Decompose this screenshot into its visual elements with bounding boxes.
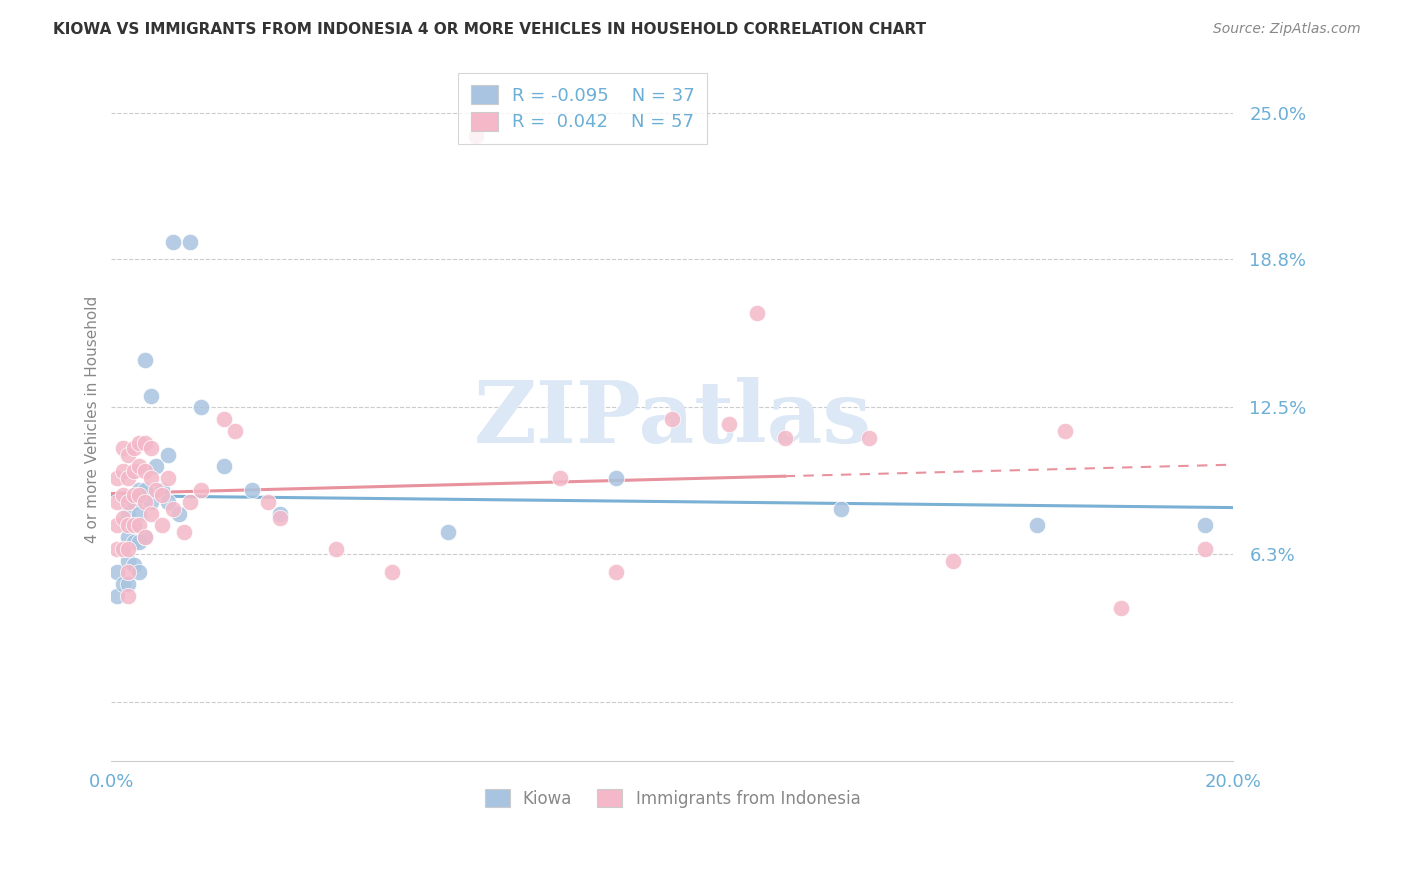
Point	[134, 353, 156, 368]
Point	[190, 401, 212, 415]
Point	[257, 495, 280, 509]
Point	[269, 507, 291, 521]
Text: ZIPatlas: ZIPatlas	[474, 377, 872, 461]
Point	[150, 518, 173, 533]
Point	[156, 471, 179, 485]
Point	[717, 417, 740, 431]
Point	[122, 464, 145, 478]
Point	[134, 464, 156, 478]
Point	[179, 235, 201, 250]
Point	[111, 464, 134, 478]
Point	[381, 566, 404, 580]
Point	[1194, 541, 1216, 556]
Point	[117, 530, 139, 544]
Point	[548, 471, 571, 485]
Point	[605, 566, 627, 580]
Point	[122, 441, 145, 455]
Point	[661, 412, 683, 426]
Point	[167, 507, 190, 521]
Point	[105, 541, 128, 556]
Point	[111, 541, 134, 556]
Point	[117, 518, 139, 533]
Point	[156, 448, 179, 462]
Point	[134, 435, 156, 450]
Point	[128, 507, 150, 521]
Point	[122, 518, 145, 533]
Point	[105, 589, 128, 603]
Point	[139, 389, 162, 403]
Point	[858, 431, 880, 445]
Point	[145, 459, 167, 474]
Point	[128, 435, 150, 450]
Point	[1026, 518, 1049, 533]
Point	[773, 431, 796, 445]
Point	[111, 541, 134, 556]
Point	[173, 525, 195, 540]
Point	[117, 541, 139, 556]
Point	[179, 495, 201, 509]
Point	[105, 518, 128, 533]
Point	[128, 488, 150, 502]
Point	[139, 441, 162, 455]
Point	[942, 554, 965, 568]
Point	[134, 495, 156, 509]
Text: Source: ZipAtlas.com: Source: ZipAtlas.com	[1213, 22, 1361, 37]
Point	[128, 483, 150, 497]
Point	[122, 488, 145, 502]
Point	[1054, 424, 1077, 438]
Point	[117, 577, 139, 591]
Point	[139, 471, 162, 485]
Point	[134, 483, 156, 497]
Point	[122, 495, 145, 509]
Point	[117, 471, 139, 485]
Point	[325, 541, 347, 556]
Point	[117, 554, 139, 568]
Point	[139, 495, 162, 509]
Point	[134, 530, 156, 544]
Point	[128, 459, 150, 474]
Text: KIOWA VS IMMIGRANTS FROM INDONESIA 4 OR MORE VEHICLES IN HOUSEHOLD CORRELATION C: KIOWA VS IMMIGRANTS FROM INDONESIA 4 OR …	[53, 22, 927, 37]
Point	[128, 518, 150, 533]
Point	[269, 511, 291, 525]
Point	[111, 441, 134, 455]
Point	[105, 495, 128, 509]
Y-axis label: 4 or more Vehicles in Household: 4 or more Vehicles in Household	[86, 295, 100, 543]
Point	[117, 507, 139, 521]
Point	[150, 483, 173, 497]
Point	[437, 525, 460, 540]
Point	[134, 530, 156, 544]
Point	[224, 424, 246, 438]
Point	[150, 488, 173, 502]
Point	[139, 507, 162, 521]
Point	[162, 235, 184, 250]
Point	[1194, 518, 1216, 533]
Point	[117, 566, 139, 580]
Point	[145, 483, 167, 497]
Point	[212, 459, 235, 474]
Legend: Kiowa, Immigrants from Indonesia: Kiowa, Immigrants from Indonesia	[478, 783, 868, 814]
Point	[745, 306, 768, 320]
Point	[240, 483, 263, 497]
Point	[117, 495, 139, 509]
Point	[111, 511, 134, 525]
Point	[190, 483, 212, 497]
Point	[830, 501, 852, 516]
Point	[128, 534, 150, 549]
Point	[605, 471, 627, 485]
Point	[1109, 600, 1132, 615]
Point	[212, 412, 235, 426]
Point	[465, 129, 488, 144]
Point	[117, 448, 139, 462]
Point	[122, 558, 145, 573]
Point	[111, 488, 134, 502]
Point	[111, 577, 134, 591]
Point	[128, 566, 150, 580]
Point	[156, 495, 179, 509]
Point	[117, 589, 139, 603]
Point	[105, 566, 128, 580]
Point	[105, 471, 128, 485]
Point	[122, 534, 145, 549]
Point	[162, 501, 184, 516]
Point	[122, 518, 145, 533]
